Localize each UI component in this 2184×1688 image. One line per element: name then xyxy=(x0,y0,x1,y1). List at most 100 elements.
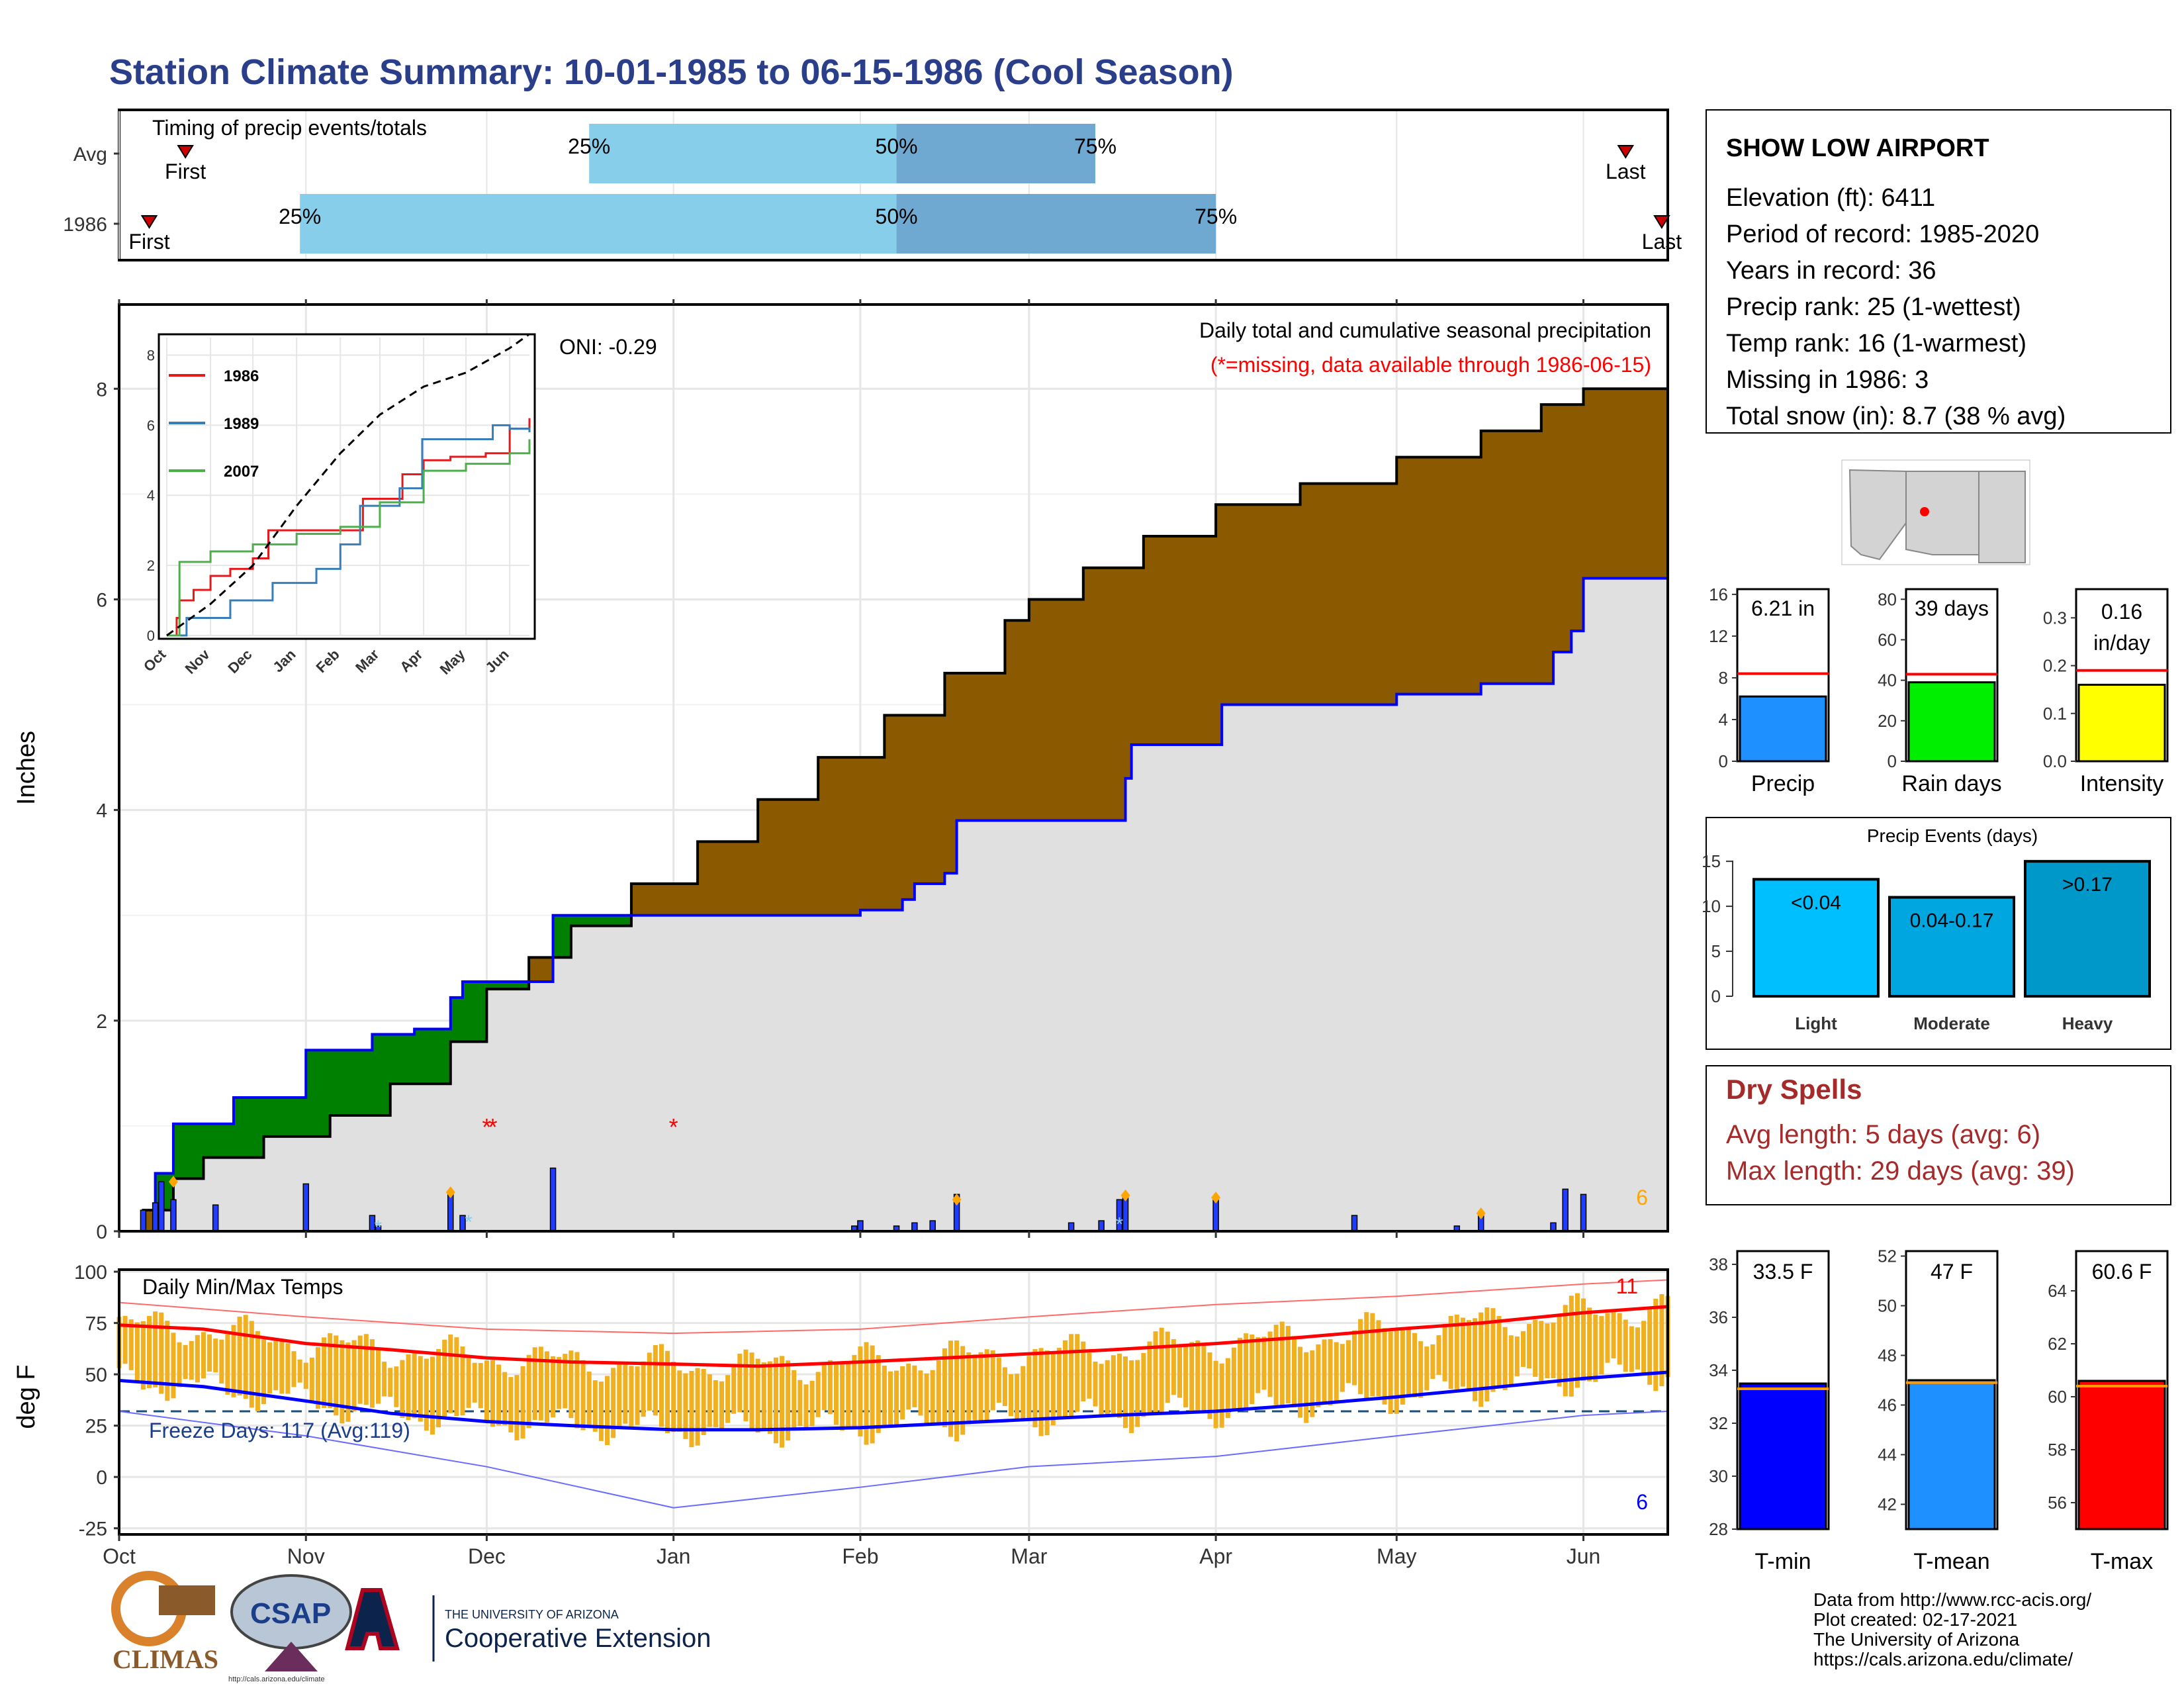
precip-ytick-label: 2 xyxy=(96,1011,107,1033)
daily-temp-bar xyxy=(1267,1331,1273,1397)
temp-plot-bg xyxy=(119,1270,1668,1534)
timing-marker-last xyxy=(1653,215,1670,229)
timing-label-50: 50% xyxy=(876,205,918,228)
daily-temp-bar xyxy=(966,1352,972,1425)
daily-temp-bar xyxy=(852,1354,857,1429)
temp-xtick-label: Jun xyxy=(1567,1544,1601,1568)
temp-ytick-label: 25 xyxy=(85,1416,107,1438)
daily-temp-bar xyxy=(1009,1374,1014,1417)
daily-temp-bar xyxy=(677,1370,682,1432)
daily-temp-bar xyxy=(1285,1325,1291,1403)
daily-temp-bar xyxy=(140,1321,146,1390)
daily-temp-bar xyxy=(1105,1360,1110,1417)
station-info-line: Period of record: 1985-2020 xyxy=(1726,220,2039,248)
daily-temp-bar xyxy=(786,1360,791,1441)
timing-label-75: 75% xyxy=(1074,134,1116,158)
normal-temp-line xyxy=(118,1370,1668,1432)
daily-temp-bar xyxy=(279,1339,285,1394)
cum-precip-line xyxy=(119,378,1669,1233)
footer-line-3: The University of Arizona xyxy=(1813,1629,2020,1650)
summary-ytick-label: 0.2 xyxy=(2043,656,2067,676)
daily-temp-bar xyxy=(297,1359,302,1383)
temp-xtick-label: May xyxy=(1377,1544,1416,1568)
daily-temp-bar xyxy=(165,1321,170,1401)
daily-precip-bar xyxy=(1562,1188,1569,1232)
timing-bar-25-50 xyxy=(300,194,897,254)
daily-temp-bar xyxy=(1261,1336,1267,1390)
temp-ytick-label: 0 xyxy=(96,1467,107,1489)
daily-temp-bar xyxy=(665,1350,670,1434)
events-bar-label: Moderate xyxy=(1913,1013,1990,1033)
temp-xtick-label: Feb xyxy=(842,1544,878,1568)
daily-precip-bar xyxy=(212,1204,219,1232)
daily-temp-bar xyxy=(1316,1344,1321,1407)
station-frame xyxy=(1706,109,2171,434)
daily-temp-bar xyxy=(978,1352,983,1423)
daily-temp-bar xyxy=(1279,1321,1285,1406)
daily-temp-bar xyxy=(1081,1341,1086,1402)
summary-ytick-label: 60 xyxy=(1878,630,1897,649)
daily-precip-bar xyxy=(549,1167,557,1232)
inset-series-2007 xyxy=(167,439,531,637)
daily-temp-bar xyxy=(207,1334,212,1372)
daily-temp-bar xyxy=(894,1370,899,1426)
footer-line-2: Plot created: 02-17-2021 xyxy=(1813,1609,2017,1630)
summary-value-text: 0.16 xyxy=(2101,600,2142,624)
summary-value-text: 39 days xyxy=(1915,596,1989,620)
snow-count: 6 xyxy=(1636,1186,1648,1209)
page-title: Station Climate Summary: 10-01-1985 to 0… xyxy=(109,52,1234,92)
station-info-line: Years in record: 36 xyxy=(1726,257,1936,285)
missing-marker: * xyxy=(482,1113,491,1141)
temp-ytick-label: 75 xyxy=(85,1313,107,1335)
temp-ytick-label: 100 xyxy=(74,1262,107,1284)
timing-marker-label-first: First xyxy=(128,230,169,254)
daily-temp-bar xyxy=(780,1356,785,1448)
daily-temp-bar xyxy=(815,1372,821,1417)
daily-temp-bar xyxy=(1358,1319,1363,1395)
timing-label-75: 75% xyxy=(1195,205,1237,228)
daily-temp-bar xyxy=(1141,1352,1146,1417)
temp-summary-label: T-max xyxy=(2091,1549,2153,1574)
daily-temp-bar xyxy=(1641,1321,1647,1374)
timing-marker-label-last: Last xyxy=(1606,160,1646,183)
dry-spells-max: Max length: 29 days (avg: 39) xyxy=(1726,1156,2075,1186)
daily-temp-bar xyxy=(1273,1325,1279,1405)
daily-temp-bar xyxy=(984,1349,989,1421)
temp-summary-ytick-label: 28 xyxy=(1709,1519,1728,1539)
ua-logo: THE UNIVERSITY OF ARIZONA Cooperative Ex… xyxy=(345,1588,711,1662)
inset-legend-label: 1986 xyxy=(224,367,259,385)
daily-temp-bar xyxy=(357,1335,363,1404)
daily-temp-bar xyxy=(237,1316,242,1395)
timing-marker-label-last: Last xyxy=(1642,230,1682,254)
daily-temp-bar xyxy=(1165,1331,1170,1403)
daily-temp-bar xyxy=(502,1372,508,1426)
daily-temp-bar xyxy=(177,1342,182,1387)
temp-summary-label: T-min xyxy=(1755,1549,1811,1574)
daily-temp-bar xyxy=(1129,1360,1134,1433)
summary-ytick-label: 4 xyxy=(1719,710,1728,729)
summary-ytick-label: 0.1 xyxy=(2043,704,2067,724)
daily-temp-bar xyxy=(1382,1328,1387,1405)
daily-temp-bar xyxy=(291,1351,296,1387)
daily-temp-bar xyxy=(442,1339,447,1417)
temp-summary-ytick-label: 56 xyxy=(2048,1493,2067,1513)
daily-temp-bar xyxy=(580,1360,586,1430)
daily-temp-bar xyxy=(906,1363,911,1410)
daily-temp-bar xyxy=(569,1350,574,1419)
normal-temp-line xyxy=(118,1305,1668,1368)
daily-temp-bar xyxy=(1032,1348,1038,1428)
temp-summary-ytick-label: 62 xyxy=(2048,1334,2067,1354)
daily-temp-bar xyxy=(1153,1331,1158,1415)
daily-temp-bar xyxy=(134,1322,140,1383)
daily-temp-bar xyxy=(1533,1320,1538,1377)
daily-precip-bar xyxy=(447,1194,454,1232)
snow-marker xyxy=(952,1194,962,1206)
daily-temp-bar xyxy=(876,1355,881,1433)
daily-temp-bar xyxy=(412,1353,417,1419)
inset-ytick-label: 8 xyxy=(147,347,155,363)
events-bar-heavy xyxy=(2024,860,2151,998)
inset-legend-label: 1989 xyxy=(224,415,259,433)
dry-spells-box: Dry Spells Avg length: 5 days (avg: 6) M… xyxy=(1706,1065,2171,1205)
daily-temp-bar xyxy=(1219,1363,1224,1428)
